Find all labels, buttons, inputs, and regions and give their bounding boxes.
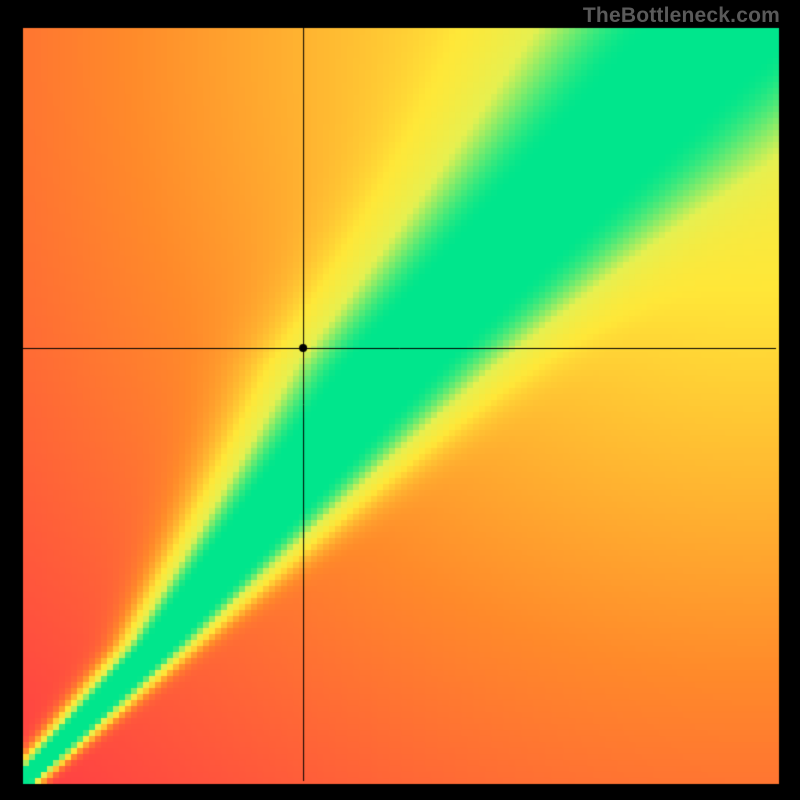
watermark-label: TheBottleneck.com [583,4,780,28]
chart-container: TheBottleneck.com [0,0,800,800]
bottleneck-heatmap [0,0,800,800]
